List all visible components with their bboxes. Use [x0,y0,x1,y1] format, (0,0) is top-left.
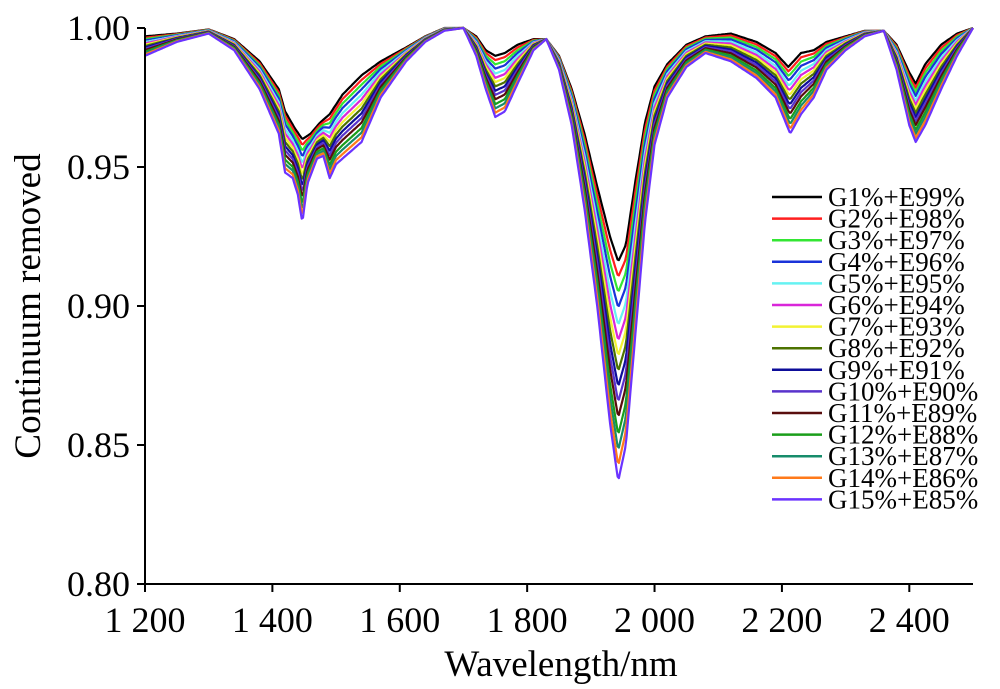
x-tick-label: 2 000 [614,600,695,640]
legend-label: G9%+E91% [828,355,965,385]
legend-label: G11%+E89% [828,398,977,428]
legend-label: G15%+E85% [828,484,978,514]
legend: G1%+E99%G2%+E98%G3%+E97%G4%+E96%G5%+E95%… [772,182,978,514]
legend-label: G3%+E97% [828,225,965,255]
legend-label: G1%+E99% [828,182,965,212]
legend-label: G5%+E95% [828,268,965,298]
series-layer [144,26,974,480]
y-axis-title: Continuum removed [8,153,49,459]
x-tick-label: 2 400 [869,600,950,640]
y-tick-label: 0.85 [67,425,130,465]
x-tick-label: 1 600 [359,600,440,640]
ticks: 1 200 1 400 1 600 1 800 2 000 2 200 2 400 0.80 0… [67,8,950,640]
x-tick-label: 2 200 [741,600,822,640]
legend-label: G4%+E96% [828,247,965,277]
x-tick-label: 1 400 [232,600,313,640]
legend-label: G12%+E88% [828,420,978,450]
y-tick-label: 1.00 [67,8,130,48]
legend-label: G8%+E92% [828,333,965,363]
x-tick-label: 1 800 [487,600,568,640]
legend-label: G14%+E86% [828,463,978,493]
y-tick-label: 0.80 [67,564,130,604]
legend-label: G10%+E90% [828,376,978,406]
legend-label: G6%+E94% [828,290,965,320]
legend-label: G13%+E87% [828,441,978,471]
legend-label: G2%+E98% [828,204,965,234]
y-tick-label: 0.95 [67,147,130,187]
y-tick-label: 0.90 [67,286,130,326]
series-line-15 [144,26,974,480]
x-axis-title: Wavelength/nm [444,644,678,685]
legend-label: G7%+E93% [828,312,965,342]
x-tick-label: 1 200 [105,600,186,640]
